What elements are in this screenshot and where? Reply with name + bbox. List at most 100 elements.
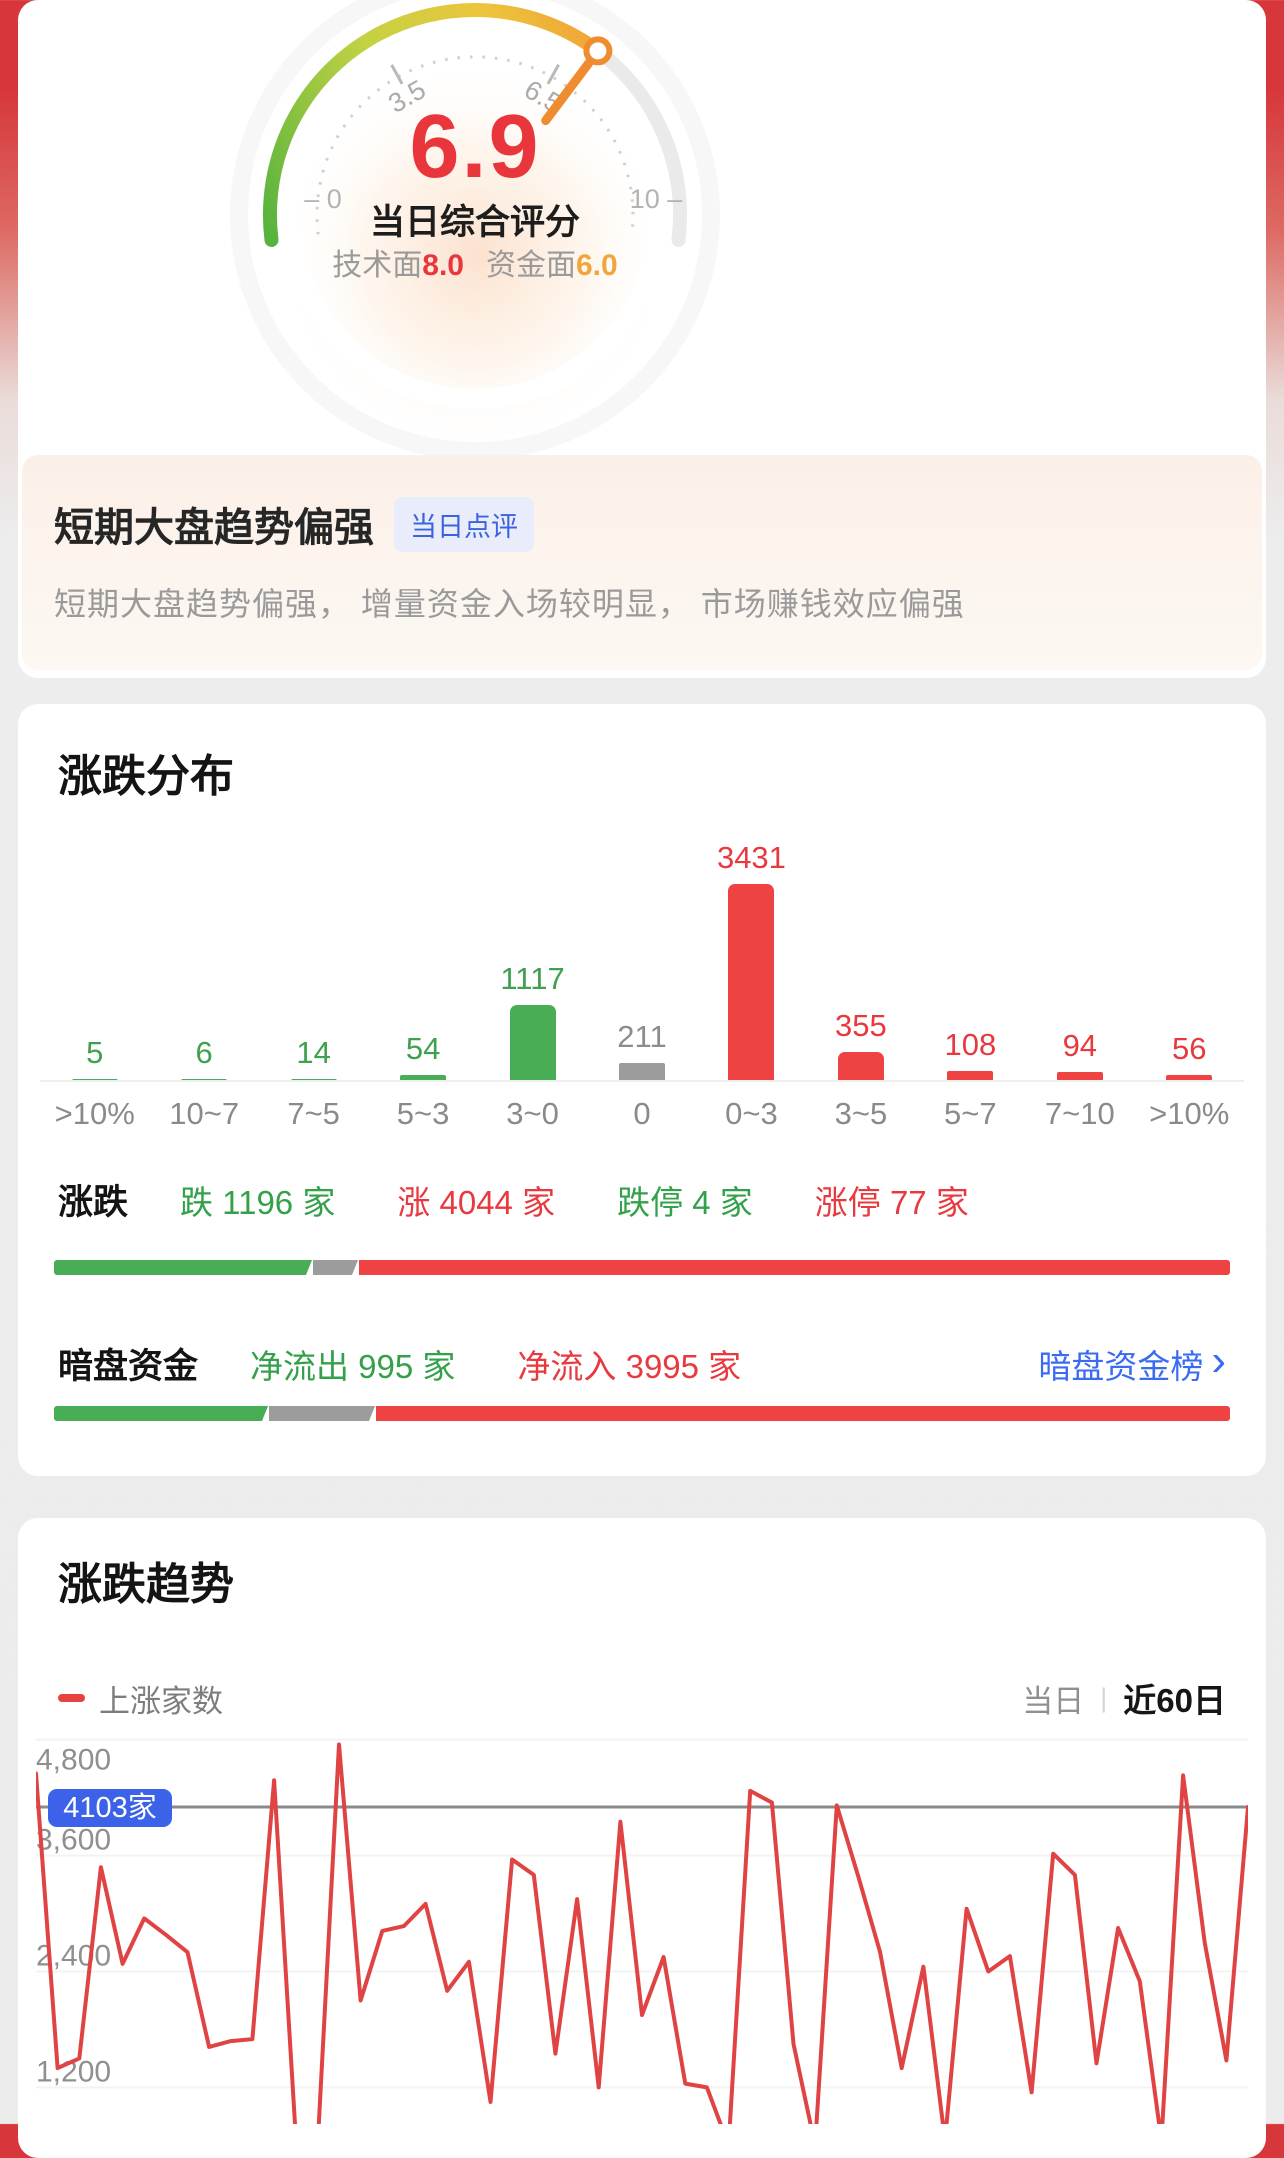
sub-scores: 技术面8.0 资金面6.0	[18, 240, 932, 284]
tab-last-60-days[interactable]: 近60日	[1123, 1682, 1226, 1719]
chevron-right-icon: ›	[1211, 1335, 1226, 1385]
dist-bar-column: 5	[40, 830, 149, 1081]
count-stat: 跌停 4 家	[617, 1183, 753, 1221]
gauge-outer-ring	[230, 0, 720, 460]
updown-distribution-card: 涨跌分布 5 6 14 54 1117 211 3431 355 108 94 56 >10% 10~…	[18, 704, 1266, 1476]
daily-comment-panel: 短期大盘趋势偏强 当日点评 短期大盘趋势偏强， 增量资金入场较明显， 市场赚钱效…	[22, 455, 1262, 670]
dist-bar-column: 108	[916, 830, 1025, 1081]
dist-bar	[728, 884, 775, 1081]
tech-score-label: 技术面	[332, 249, 423, 282]
dark-pool-rank-link-label: 暗盘资金榜	[1038, 1347, 1204, 1385]
dist-category-label: 5~7	[944, 1096, 997, 1131]
trend-legend-row: 上涨家数 当日 | 近60日	[58, 1674, 1226, 1722]
gauge-tick-6.5	[546, 63, 560, 85]
dark-pool-row-title: 暗盘资金	[58, 1347, 199, 1386]
dist-value-label: 1117	[500, 961, 565, 996]
dark-pool-stacked-bar	[54, 1406, 1230, 1421]
dist-category-label: >10%	[1149, 1096, 1230, 1131]
dist-bar	[400, 1075, 447, 1081]
trend-title: 涨跌趋势	[58, 1560, 234, 1609]
dist-category-label: 0~3	[725, 1096, 778, 1131]
dist-category-label: 5~3	[396, 1096, 450, 1131]
tab-separator: |	[1100, 1682, 1108, 1713]
dist-bar-column: 54	[368, 830, 477, 1081]
current-value-badge	[48, 1789, 172, 1827]
gray-segment	[313, 1260, 359, 1275]
y-axis-label: 4,800	[36, 1744, 111, 1777]
tab-today[interactable]: 当日	[1022, 1683, 1085, 1719]
dist-bar	[618, 1063, 665, 1081]
dist-value-label: 5	[86, 1035, 104, 1070]
count-stat: 跌 1196 家	[180, 1183, 336, 1221]
dist-category-label: 7~5	[287, 1096, 340, 1131]
dist-category-label: 3~5	[834, 1096, 888, 1131]
red-segment	[375, 1406, 1230, 1421]
dist-bar-column: 355	[806, 830, 915, 1081]
green-segment	[54, 1406, 269, 1421]
gauge-needle	[541, 58, 594, 126]
dist-category-label: 0	[633, 1096, 651, 1131]
gauge-needle-knob	[583, 36, 613, 66]
gray-segment	[268, 1406, 376, 1421]
dist-bar	[837, 1052, 884, 1081]
red-segment	[358, 1260, 1230, 1275]
gauge-tick-3.5	[390, 64, 404, 85]
trend-range-tabs: 当日 | 近60日	[1022, 1674, 1226, 1722]
dist-value-label: 108	[944, 1027, 997, 1062]
count-stat: 净流入 3995 家	[517, 1347, 742, 1385]
dist-bar	[1166, 1075, 1213, 1081]
gauge-inner-ring	[281, 21, 669, 409]
dist-bar-column: 3431	[697, 830, 806, 1081]
dist-category-label: 10~7	[169, 1096, 240, 1131]
dist-value-label: 14	[296, 1035, 331, 1070]
gauge-min-label: – 0	[304, 184, 342, 214]
count-stat: 涨停 77 家	[814, 1183, 969, 1221]
dist-bar-column: 6	[149, 830, 258, 1081]
dist-value-label: 211	[617, 1019, 667, 1054]
dist-bar	[1056, 1072, 1103, 1081]
y-axis-label: 3,600	[36, 1824, 111, 1857]
comment-badge: 当日点评	[394, 496, 534, 552]
gauge-center-glow	[275, 55, 675, 455]
dist-value-label: 6	[195, 1035, 213, 1070]
advancers-line-series	[36, 1742, 1248, 2124]
updown-stacked-bar	[54, 1260, 1230, 1275]
daily-score-card: 3.5 6.5 – 0 10 – 6.9 当日综合评分 技术面8.0 资金面6.0…	[18, 0, 1266, 678]
dist-bar-column: 1117	[478, 830, 587, 1081]
dist-value-label: 56	[1172, 1031, 1207, 1066]
dist-category-label: 3~0	[506, 1096, 559, 1131]
tech-score-value: 8.0	[422, 249, 464, 282]
dark-pool-row: 暗盘资金 净流出 995 家 净流入 3995 家 暗盘资金榜 ›	[58, 1338, 1226, 1389]
dark-pool-rank-link[interactable]: 暗盘资金榜 ›	[1038, 1335, 1226, 1388]
updown-trend-card: 涨跌趋势 上涨家数 当日 | 近60日 4,800 3,600 2,400 1,200…	[18, 1518, 1266, 2158]
updown-summary-row: 涨跌 跌 1196 家 涨 4044 家 跌停 4 家 涨停 77 家	[58, 1174, 1226, 1225]
series-legend-dash-icon	[58, 1694, 85, 1702]
dist-value-label: 355	[835, 1008, 887, 1043]
dist-category-label: >10%	[54, 1096, 135, 1131]
dist-value-label: 94	[1062, 1028, 1098, 1063]
comment-body: 短期大盘趋势偏强， 增量资金入场较明显， 市场赚钱效应偏强	[54, 586, 965, 622]
dist-bar-column: 94	[1025, 830, 1134, 1081]
dist-bar-column: 211	[587, 830, 696, 1081]
composite-score-value: 6.9	[409, 97, 541, 197]
gauge-max-label: 10 –	[630, 184, 683, 214]
count-stat: 涨 4044 家	[397, 1183, 556, 1221]
comment-title: 短期大盘趋势偏强	[54, 506, 374, 550]
count-stat: 净流出 995 家	[250, 1347, 456, 1385]
fund-score-label: 资金面	[486, 249, 576, 282]
distribution-title: 涨跌分布	[58, 752, 234, 801]
series-legend-label: 上涨家数	[99, 1683, 223, 1719]
distribution-baseline	[40, 1080, 1244, 1082]
dist-bar	[947, 1071, 994, 1081]
distribution-category-labels: >10% 10~7 7~5 5~3 3~0 0 0~3 3~5 5~7 7~10 >10%	[40, 1096, 1244, 1132]
fund-score-value: 6.0	[576, 249, 618, 282]
green-segment	[54, 1260, 314, 1275]
gauge-arc-value	[262, 2, 605, 247]
dist-bar-column: 56	[1135, 830, 1244, 1081]
gauge-arc-remainder	[590, 43, 688, 247]
score-gauge: 3.5 6.5 – 0 10 –	[230, 0, 720, 460]
dist-category-label: 7~10	[1044, 1096, 1115, 1131]
updown-row-title: 涨跌	[58, 1183, 129, 1222]
dist-bar	[509, 1005, 556, 1081]
